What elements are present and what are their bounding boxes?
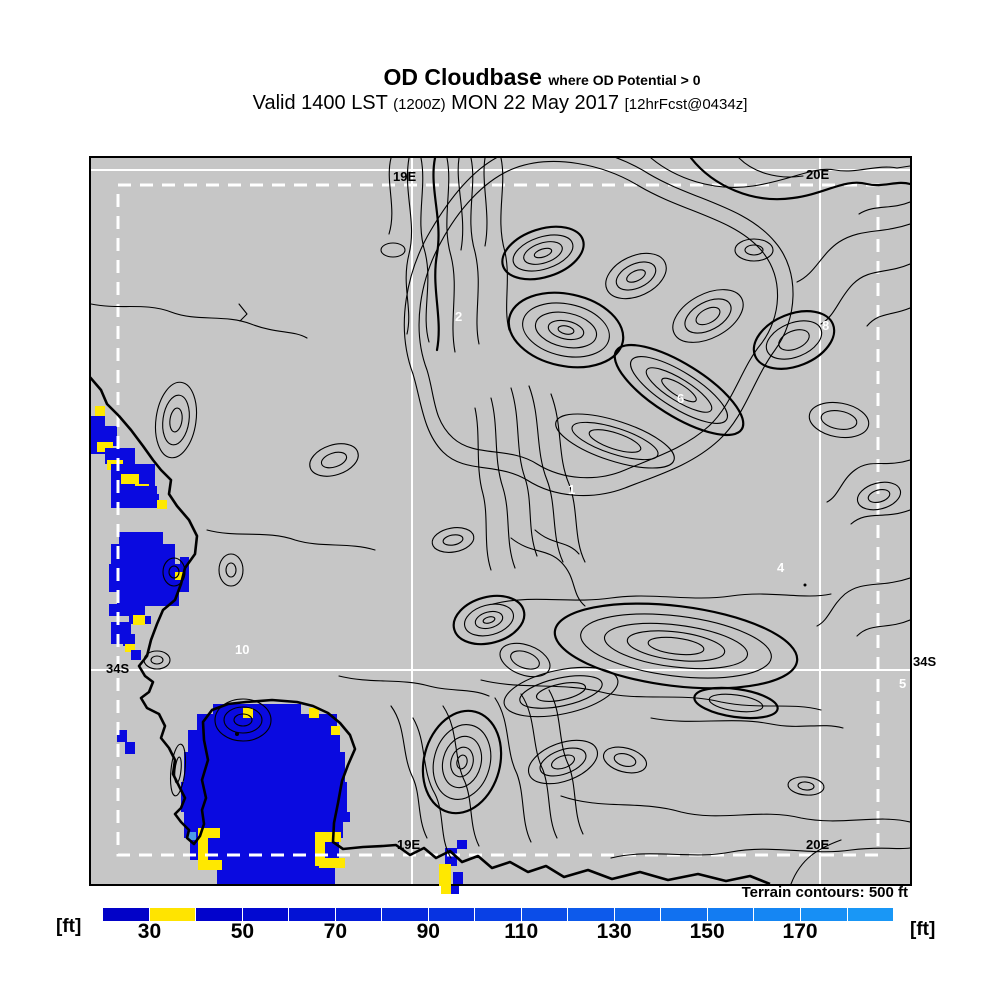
colorbar-tick-label: 30 xyxy=(137,920,162,943)
terrain-contour-layer xyxy=(91,158,910,884)
grid-label-19e-bottom: 19E xyxy=(397,837,421,852)
title-line-2: Valid 1400 LST (1200Z) MON 22 May 2017 [… xyxy=(0,92,1000,115)
colorbar-unit-left: [ft] xyxy=(56,916,82,937)
valid-zulu: (1200Z) xyxy=(393,96,446,114)
colorbar-segment xyxy=(614,908,661,921)
colorbar-segment xyxy=(382,908,428,921)
colorbar-segment xyxy=(800,908,847,921)
grid-lines xyxy=(91,158,910,884)
colorbar-segment xyxy=(428,908,475,921)
colorbar-tick-label: 90 xyxy=(416,920,440,943)
colorbar-tick-label: 170 xyxy=(782,920,818,943)
map-frame: 19E 20E 19E 20E 34S 2 8 6 1 4 10 5 xyxy=(89,156,912,894)
colorbar-tick-label: 50 xyxy=(230,920,255,943)
valid-time: Valid 1400 LST xyxy=(252,92,388,115)
spot-value: 1 xyxy=(568,482,576,497)
domain-boundary-dashed xyxy=(116,183,880,857)
colorbar-tick-label: 150 xyxy=(689,920,725,943)
grid-label-19e-top: 19E xyxy=(393,169,417,184)
graticule-layer xyxy=(91,158,910,884)
colorbar-segment xyxy=(149,908,196,921)
forecast-info: [12hrFcst@0434z] xyxy=(624,96,748,114)
grid-label-34s-left: 34S xyxy=(106,661,130,676)
spot-value: 6 xyxy=(677,391,685,406)
grid-label-34s-right: 34S xyxy=(913,654,937,669)
spot-value: 8 xyxy=(822,318,830,333)
page-title: OD Cloudbase xyxy=(383,64,542,90)
colorbar-segments xyxy=(103,908,894,921)
spot-value: 5 xyxy=(899,676,907,691)
colorbar-segment xyxy=(103,908,149,921)
coastline-path xyxy=(91,376,771,884)
title-condition: where OD Potential > 0 xyxy=(548,72,701,88)
valid-date: MON 22 May 2017 xyxy=(451,92,620,115)
colorbar-ticks: 30 50 70 90 110 130 150 170 xyxy=(103,920,893,946)
colorbar-segment xyxy=(475,908,521,921)
colorbar-segment xyxy=(847,908,894,921)
grid-label-20e-top: 20E xyxy=(806,167,830,182)
colorbar-segment xyxy=(335,908,382,921)
spot-value: 2 xyxy=(455,309,463,324)
islet-dot xyxy=(235,732,239,736)
spot-value: 4 xyxy=(777,560,785,575)
title-block: OD Cloudbase where OD Potential > 0 Vali… xyxy=(0,64,1000,115)
cloudbase-regions xyxy=(91,406,467,894)
thin-contours xyxy=(91,158,910,884)
colorbar-segment xyxy=(521,908,568,921)
islet-dot xyxy=(803,583,807,587)
colorbar-segment xyxy=(289,908,335,921)
colorbar-segment xyxy=(707,908,754,921)
colorbar-segment xyxy=(196,908,242,921)
terrain-contours-note: Terrain contours: 500 ft xyxy=(741,884,908,901)
colorbar-tick-label: 110 xyxy=(504,920,539,943)
colorbar-segment xyxy=(754,908,800,921)
colorbar-tick-label: 70 xyxy=(323,920,348,943)
colorbar-segment xyxy=(242,908,289,921)
colorbar-tick-label: 130 xyxy=(596,920,632,943)
spot-value: 10 xyxy=(235,642,250,657)
bold-contours xyxy=(421,158,910,815)
title-line-1: OD Cloudbase where OD Potential > 0 xyxy=(42,64,1000,90)
colorbar-unit-right: [ft] xyxy=(910,919,936,940)
colorbar-segment xyxy=(661,908,707,921)
colorbar-segment xyxy=(568,908,614,921)
grid-label-20e-bottom: 20E xyxy=(806,837,830,852)
